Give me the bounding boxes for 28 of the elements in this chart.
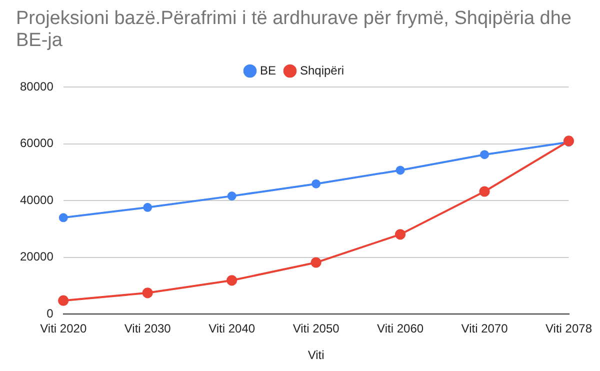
point [58, 213, 68, 222]
x-tick-label: Viti 2020 [40, 322, 87, 336]
legend-label: Shqipëri [300, 63, 344, 78]
legend-label: BE [260, 63, 276, 78]
x-tick-label: Viti 2078 [546, 322, 592, 336]
chart-title: Projeksioni bazë.Përafrimi i të ardhurave për frymë, Shqipëria dhe BE-ja [16, 8, 572, 52]
point [226, 275, 238, 286]
point [227, 192, 236, 201]
point [58, 295, 69, 306]
x-axis-title: Viti [308, 348, 324, 362]
point [312, 179, 321, 188]
point [479, 186, 490, 197]
point [480, 150, 490, 160]
y-tick-label: 80000 [20, 79, 54, 94]
x-tick-label: Viti 2060 [377, 322, 424, 336]
y-tick-label: 40000 [20, 192, 54, 207]
x-tick-label: Viti 2040 [208, 322, 256, 336]
y-tick-label: 20000 [20, 250, 54, 264]
x-tick-label: Viti 2070 [461, 322, 508, 336]
point [143, 202, 152, 212]
x-tick-label: Viti 2030 [124, 322, 172, 336]
y-tick-label: 0 [46, 306, 54, 321]
point [310, 257, 322, 268]
y-tick-label: 60000 [20, 136, 54, 150]
point [394, 229, 406, 240]
x-tick-label: Viti 2050 [292, 322, 340, 336]
point [396, 166, 405, 175]
point [142, 288, 153, 298]
